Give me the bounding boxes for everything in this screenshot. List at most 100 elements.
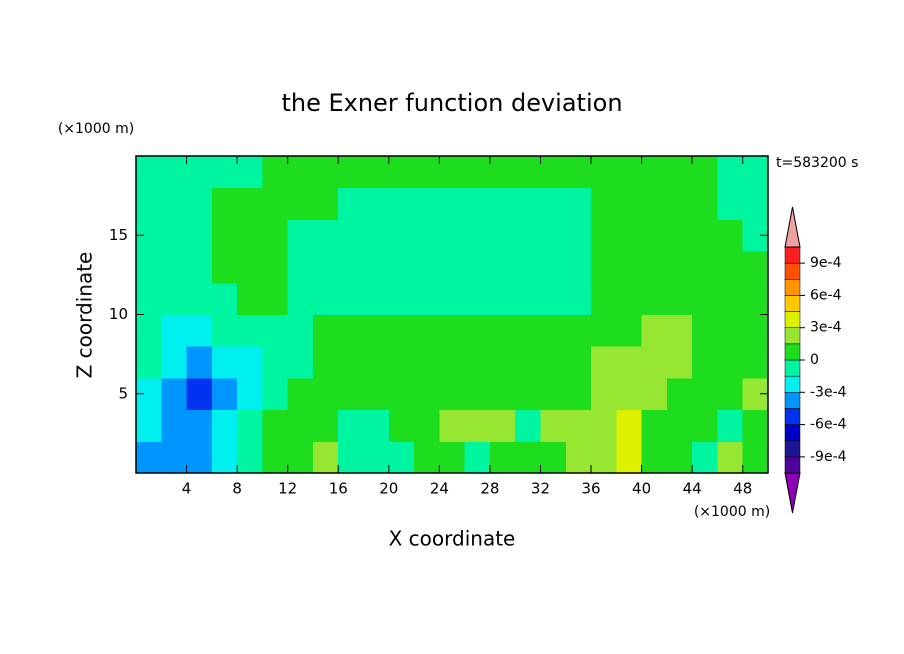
field-cell — [363, 187, 390, 220]
x-tick-label: 36 — [581, 480, 600, 498]
colorbar-band — [784, 359, 801, 377]
field-cell — [287, 219, 314, 252]
field-cell — [287, 377, 314, 411]
field-cell — [666, 219, 693, 252]
field-cell — [262, 346, 289, 379]
field-cell — [161, 377, 188, 411]
field-cell — [262, 219, 289, 252]
field-cell — [237, 187, 263, 220]
field-cell — [363, 251, 390, 284]
field-cell — [515, 314, 541, 347]
field-cell — [641, 441, 668, 474]
field-cell — [591, 314, 617, 347]
field-cell — [565, 219, 592, 252]
field-cell — [540, 251, 567, 284]
field-cell — [237, 377, 263, 411]
field-cell — [237, 346, 263, 379]
y-axis-label: Z coordinate — [73, 252, 97, 379]
colorbar-tick-label: -6e-4 — [810, 417, 847, 433]
field-cell — [262, 156, 289, 189]
field-cell — [186, 282, 213, 315]
field-cell — [489, 219, 516, 252]
field-cell — [211, 377, 238, 411]
time-annotation: t=583200 s — [776, 155, 858, 171]
field-cell — [616, 156, 643, 189]
field-cell — [262, 282, 289, 315]
field-cell — [666, 346, 693, 379]
field-cell — [717, 441, 744, 474]
field-cell — [692, 441, 718, 474]
field-cell — [136, 441, 162, 474]
x-tick-label: 28 — [480, 480, 499, 498]
field-cell — [540, 187, 567, 220]
field-cell — [186, 346, 213, 379]
field-cell — [211, 219, 238, 252]
field-cell — [515, 251, 541, 284]
field-cell — [388, 314, 415, 347]
field-cell — [287, 282, 314, 315]
field-cell — [312, 441, 339, 474]
field-cell — [540, 314, 567, 347]
x-tick-label: 20 — [379, 480, 398, 498]
field-cell — [414, 156, 440, 189]
field-cell — [312, 187, 339, 220]
field-cell — [161, 156, 188, 189]
field-cell — [287, 409, 314, 442]
field-cell — [464, 377, 491, 411]
field-cell — [616, 346, 643, 379]
field-cell — [439, 187, 466, 220]
field-cell — [464, 219, 491, 252]
x-tick-label: 12 — [278, 480, 297, 498]
colorbar-over — [784, 206, 801, 248]
x-tick-label: 24 — [430, 480, 449, 498]
field-cell — [136, 187, 162, 220]
field-cell — [338, 219, 365, 252]
field-cell — [338, 409, 365, 442]
field-cell — [591, 377, 617, 411]
field-cell — [136, 314, 162, 347]
x-axis-label: X coordinate — [389, 527, 516, 551]
field-cell — [363, 156, 390, 189]
field-cell — [742, 441, 769, 474]
field-cell — [489, 346, 516, 379]
field-cell — [515, 156, 541, 189]
field-cell — [136, 282, 162, 315]
field-cell — [439, 409, 466, 442]
colorbar-band — [784, 424, 801, 441]
field-cell — [464, 282, 491, 315]
field-cell — [591, 282, 617, 315]
field-cell — [414, 409, 440, 442]
field-cell — [742, 251, 769, 284]
field-cell — [717, 377, 744, 411]
field-cell — [616, 409, 643, 442]
field-cell — [641, 314, 668, 347]
field-cell — [515, 219, 541, 252]
field-cell — [464, 156, 491, 189]
colorbar-band — [784, 392, 801, 409]
field-cell — [717, 219, 744, 252]
field-cell — [312, 346, 339, 379]
field-cell — [338, 282, 365, 315]
field-cell — [439, 314, 466, 347]
y-tick-label: 5 — [118, 384, 128, 402]
colorbar-band — [784, 327, 801, 345]
field-cell — [666, 377, 693, 411]
field-cell — [591, 187, 617, 220]
field-cell — [287, 251, 314, 284]
y-tick-label: 10 — [109, 305, 128, 323]
field-cell — [464, 346, 491, 379]
field-cell — [388, 441, 415, 474]
field-cell — [540, 282, 567, 315]
colorbar-tick-label: 9e-4 — [810, 255, 842, 271]
field-cell — [565, 251, 592, 284]
field-cell — [515, 346, 541, 379]
x-tick-label: 16 — [329, 480, 348, 498]
field-cell — [414, 282, 440, 315]
field-cell — [161, 346, 188, 379]
field-cell — [186, 441, 213, 474]
chart-title: the Exner function deviation — [281, 89, 622, 117]
colorbar-tick-label: 6e-4 — [810, 287, 842, 303]
field-cell — [692, 156, 718, 189]
field-cell — [262, 377, 289, 411]
